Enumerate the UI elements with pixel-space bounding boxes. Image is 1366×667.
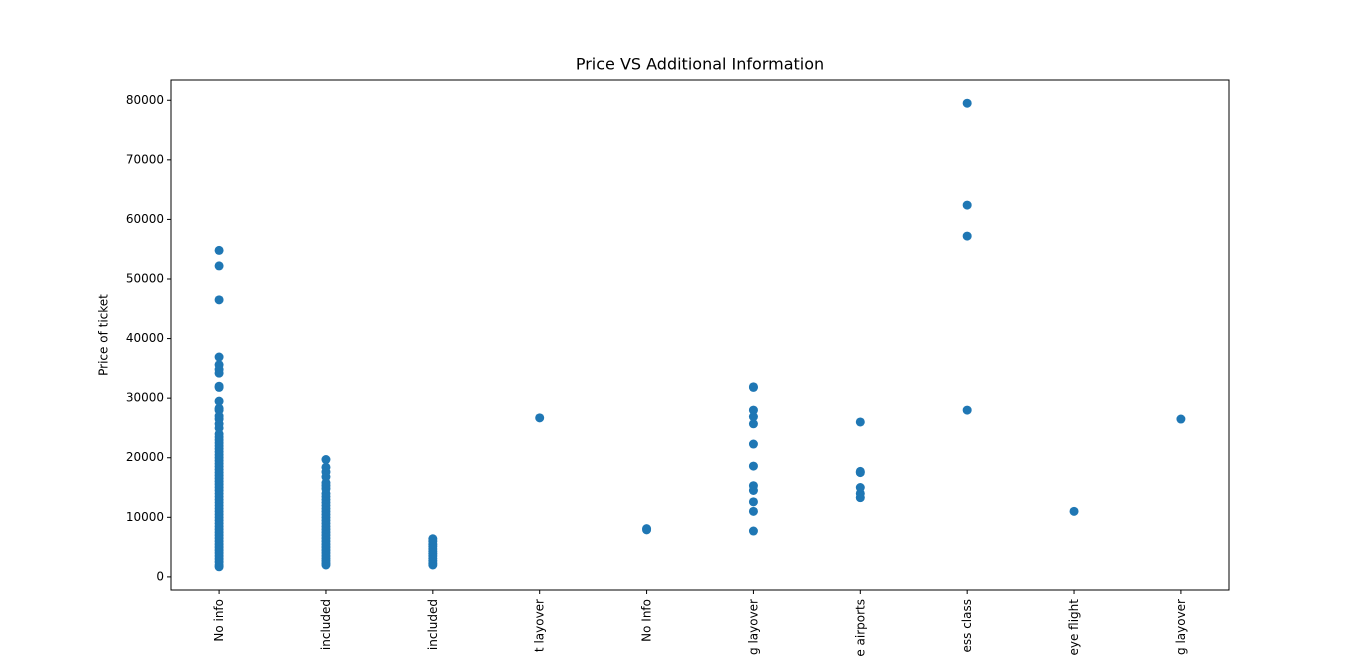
point	[214, 245, 224, 255]
x-tick-label: included	[426, 599, 440, 650]
y-tick-label: 70000	[126, 152, 164, 166]
x-tick-label: No Info	[640, 599, 654, 642]
point	[214, 360, 224, 370]
point	[855, 417, 865, 427]
point	[748, 439, 758, 449]
x-tick-label: ess class	[960, 599, 974, 653]
plot-frame	[170, 79, 1230, 591]
y-tick-label: 50000	[126, 271, 164, 285]
y-tick-label: 0	[156, 569, 164, 583]
point	[428, 534, 438, 544]
point	[855, 466, 865, 476]
point	[214, 403, 224, 413]
point	[214, 352, 224, 362]
point	[748, 461, 758, 471]
point	[214, 396, 224, 406]
point	[962, 200, 972, 210]
point	[748, 412, 758, 422]
point	[214, 381, 224, 391]
y-tick-label: 30000	[126, 391, 164, 405]
point	[535, 413, 545, 423]
chart-title: Price VS Additional Information	[576, 55, 824, 74]
point	[748, 526, 758, 536]
point	[962, 405, 972, 415]
point	[855, 483, 865, 493]
point	[214, 295, 224, 305]
point	[748, 405, 758, 415]
x-tick-label: e airports	[853, 599, 867, 657]
x-tick-label: eye flight	[1067, 599, 1081, 656]
x-tick-label: g layover	[746, 599, 760, 655]
point	[748, 506, 758, 516]
point	[748, 497, 758, 507]
x-tick-label: included	[319, 599, 333, 650]
y-axis-label: Price of ticket	[97, 294, 111, 376]
x-tick-label: t layover	[533, 599, 547, 652]
point	[1176, 414, 1186, 424]
point	[642, 524, 652, 534]
x-tick-label: g layover	[1174, 599, 1188, 655]
point	[748, 419, 758, 429]
point	[1069, 506, 1079, 516]
y-tick-label: 60000	[126, 212, 164, 226]
point	[214, 261, 224, 271]
y-tick-label: 40000	[126, 331, 164, 345]
y-tick-label: 20000	[126, 450, 164, 464]
y-tick-label: 80000	[126, 93, 164, 107]
point	[321, 455, 331, 465]
point	[962, 98, 972, 108]
point	[321, 462, 331, 472]
x-tick-label: No info	[212, 599, 226, 642]
point	[748, 481, 758, 491]
y-tick-label: 10000	[126, 510, 164, 524]
point	[748, 382, 758, 392]
point	[962, 231, 972, 241]
